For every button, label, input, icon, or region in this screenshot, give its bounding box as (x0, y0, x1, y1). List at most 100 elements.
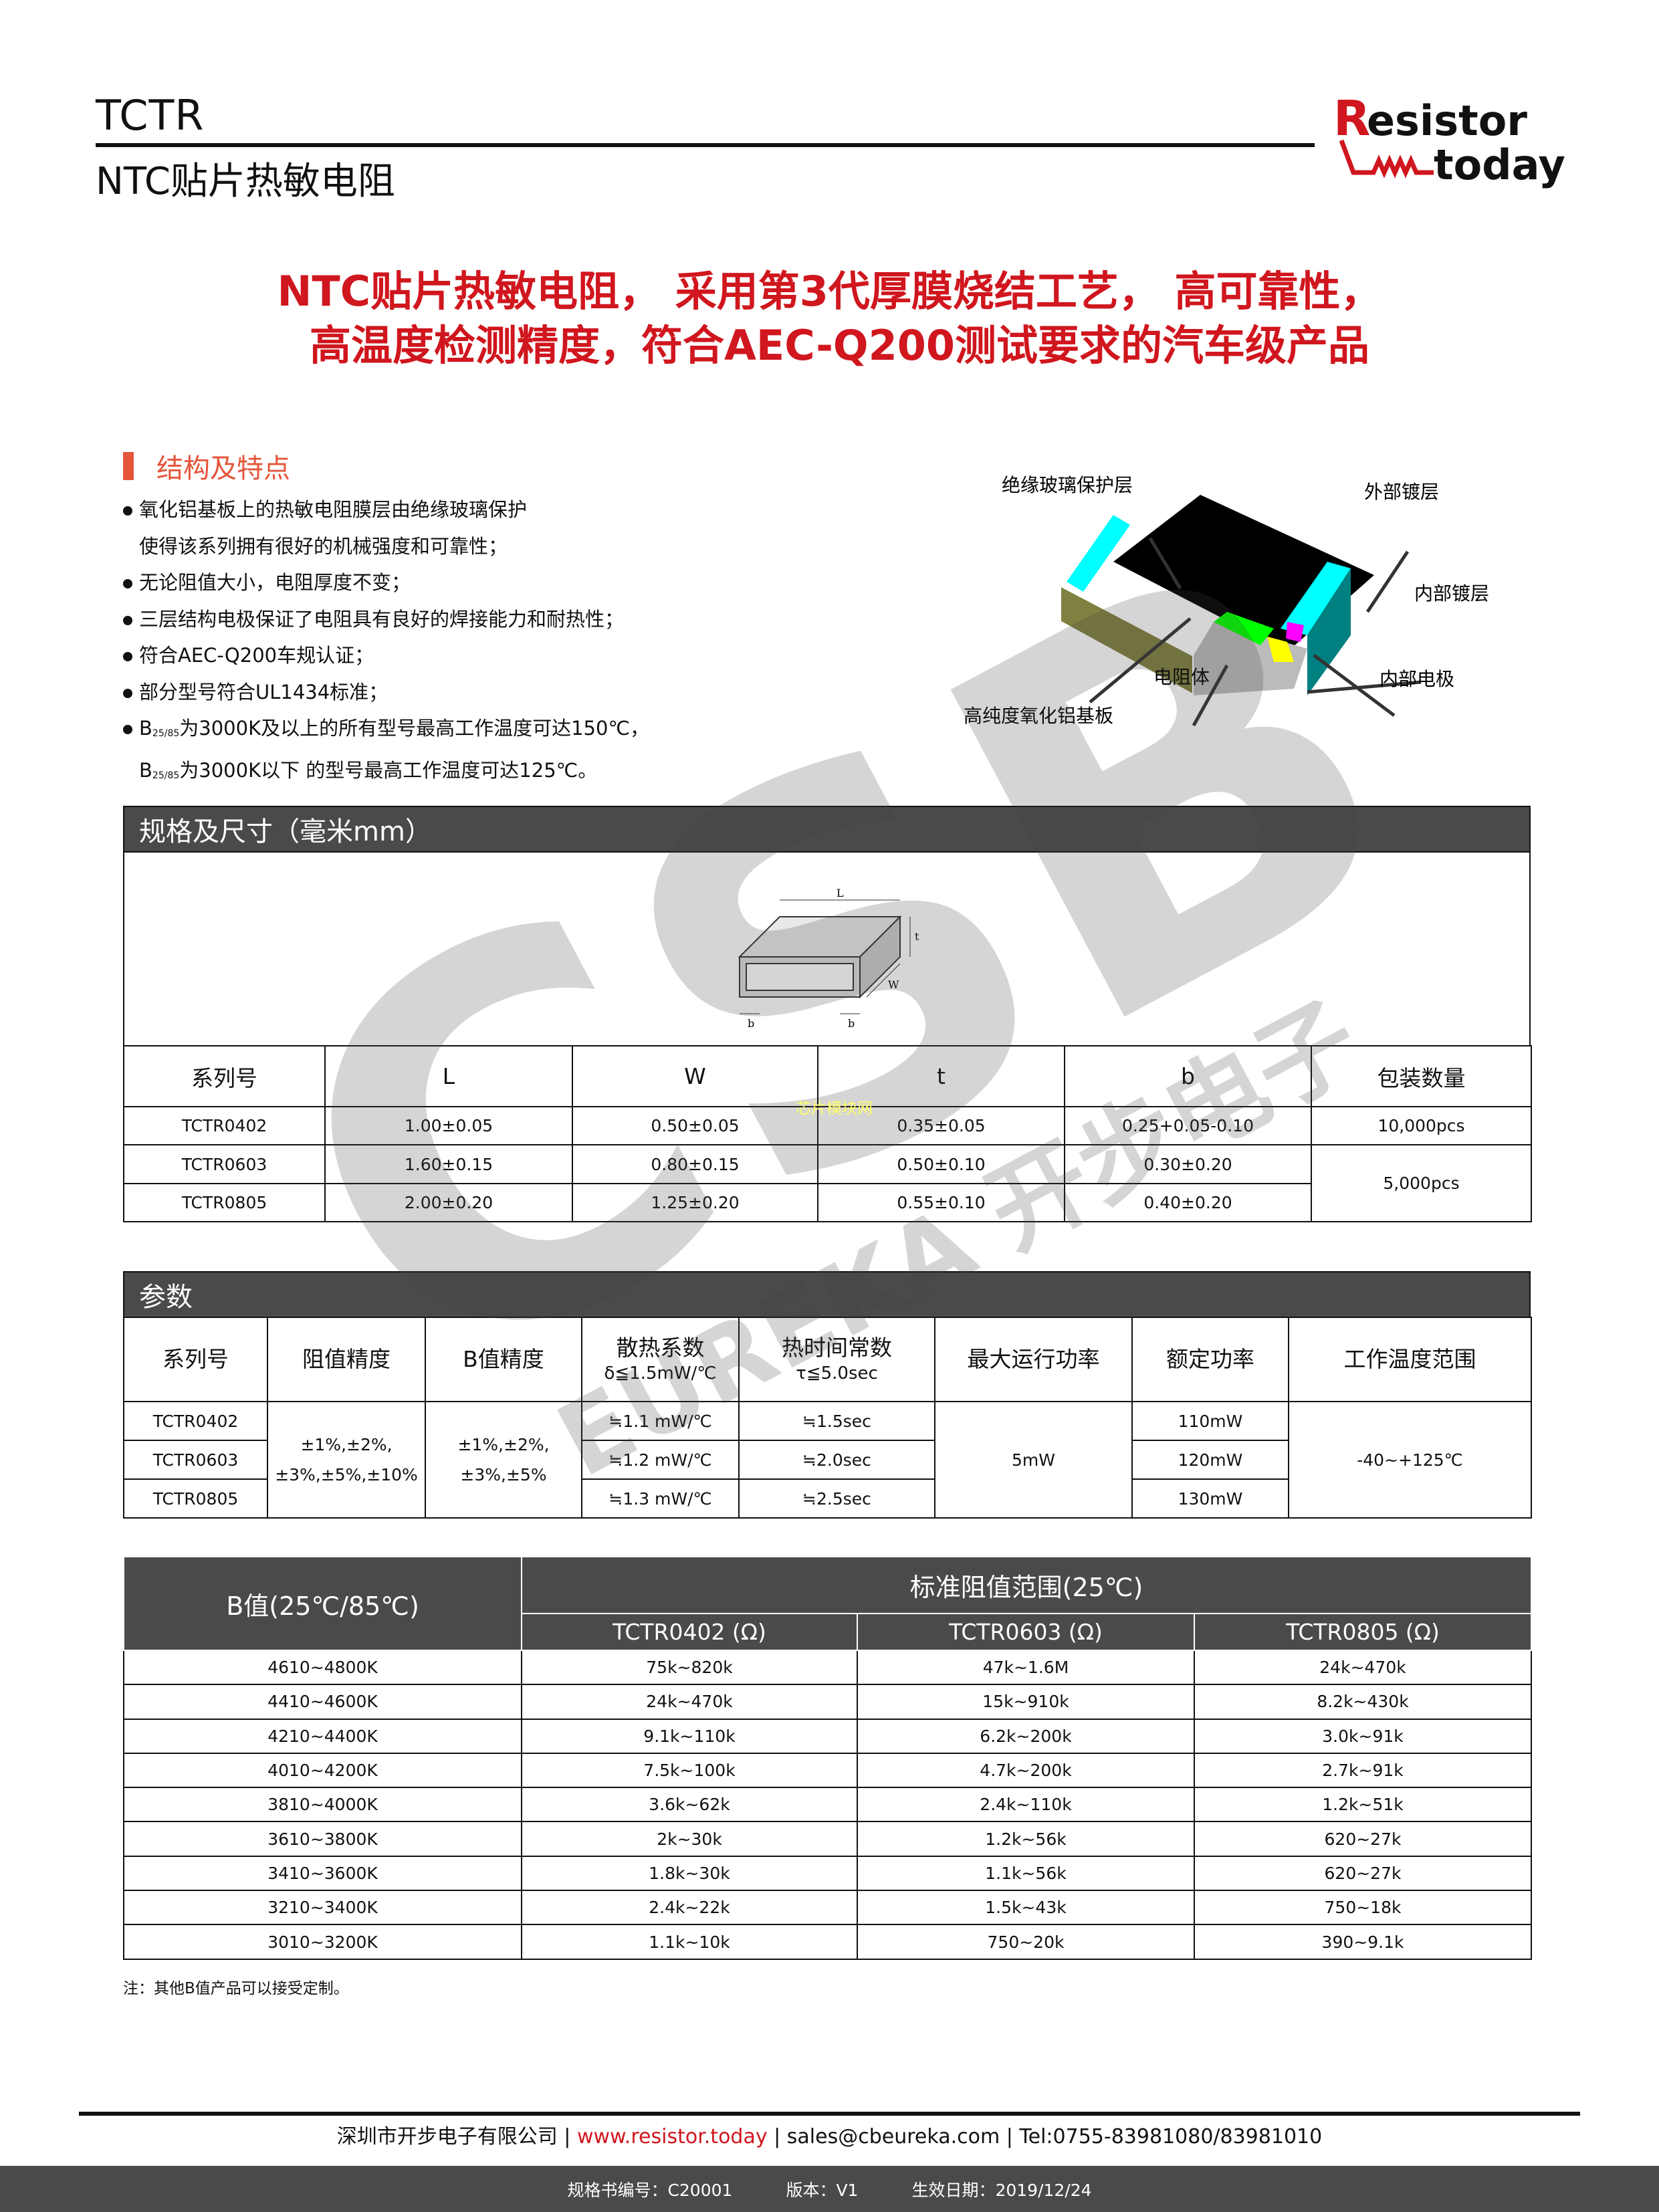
svg-text:R: R (1333, 94, 1370, 146)
table-cell: 4.7k~200k (857, 1752, 1195, 1789)
table-cell: 1.1k~10k (521, 1924, 858, 1960)
col-header: W (572, 1045, 818, 1107)
table-cell: 3610~3800K (123, 1821, 522, 1857)
table-cell: 750~20k (857, 1924, 1195, 1960)
table-cell: 1.60±0.15 (324, 1144, 573, 1184)
table-cell: 15k~910k (857, 1684, 1195, 1720)
table-cell: TCTR0805 (123, 1183, 326, 1222)
table-cell: 0.55±0.10 (817, 1183, 1065, 1222)
table-cell: ≒1.1 mW/℃ (581, 1401, 740, 1441)
table-cell: 1.00±0.05 (324, 1106, 573, 1145)
table-cell: B值精度 (425, 1317, 582, 1402)
table-cell: 3.0k~91k (1193, 1718, 1533, 1754)
footer-contact: 深圳市开步电子有限公司 | www.resistor.today | sales… (336, 2125, 1323, 2148)
params-header: 参数 (123, 1271, 1531, 1318)
table-row: TCTR0402 1.00±0.05 0.50±0.05 0.35±0.05 0.25+… (123, 1106, 1532, 1145)
table-cell: ±1%,±2%, ±3%,±5% (425, 1401, 582, 1519)
structure-diagram: 绝缘玻璃保护层 外部镀层 内部镀层 内部电极 电阻体 高纯度氧化铝基板 (964, 474, 1489, 727)
col-header: 系列号 (123, 1045, 326, 1107)
svg-text:L: L (837, 887, 844, 899)
table-cell: TCTR0603 (123, 1440, 268, 1480)
table-cell: ≒2.0sec (738, 1440, 935, 1480)
table-cell: 6.2k~200k (857, 1718, 1195, 1754)
feature-item: B25/85为3000K及以上的所有型号最高工作温度可达150℃， (123, 710, 649, 752)
table-cell: 1.2k~56k (857, 1821, 1195, 1857)
table-cell: 额定功率 (1131, 1317, 1289, 1402)
table-cell: 0.35±0.05 (817, 1106, 1065, 1145)
headline-line-1: NTC贴片热敏电阻， 采用第3代厚膜烧结工艺， 高可靠性， (277, 267, 1382, 316)
table-row: TCTR0805 2.00±0.20 1.25±0.20 0.55±0.10 0.40±… (123, 1183, 1531, 1222)
table-cell: 0.50±0.05 (572, 1106, 818, 1145)
table-cell: 工作温度范围 (1288, 1317, 1532, 1402)
table-cell: 散热系数 δ≦1.5mW/℃ (581, 1317, 740, 1402)
table-row: 4010~4200K 7.5k~100k 4.7k~200k 2.7k~91k (123, 1752, 1533, 1789)
table-cell: 75k~820k (521, 1649, 858, 1686)
table-cell: 4410~4600K (123, 1684, 522, 1720)
table-cell: TCTR0805 (Ω) (1193, 1613, 1533, 1651)
table-cell: 1.5k~43k (857, 1890, 1195, 1926)
table-header-row: B值(25℃/85℃) 标准阻值范围(25℃) (123, 1556, 1533, 1651)
table-cell: 3810~4000K (123, 1787, 522, 1823)
email-link[interactable]: sales@cbeureka.com (786, 2125, 1000, 2148)
table-cell: 1.25±0.20 (572, 1183, 818, 1222)
table-cell: 2k~30k (521, 1821, 858, 1857)
table-cell: 3.6k~62k (521, 1787, 858, 1823)
document-info-bar: 规格书编号：C20001 版本：V1 生效日期：2019/12/24 (0, 2166, 1659, 2212)
spec-number: 规格书编号：C20001 (567, 2180, 733, 2200)
table-cell: 热时间常数 τ≦5.0sec (738, 1317, 935, 1402)
table-row: 4210~4400K 9.1k~110k 6.2k~200k 3.0k~91k (123, 1718, 1533, 1754)
label-inner-plating: 内部镀层 (1414, 582, 1489, 604)
table-cell: 620~27k (1193, 1855, 1533, 1892)
feature-item: 氧化铝基板上的热敏电阻膜层由绝缘玻璃保护 (123, 491, 649, 528)
table-cell: 5mW (934, 1401, 1133, 1519)
b-value-table: B值(25℃/85℃) 标准阻值范围(25℃) TCTR0402 (Ω) TCTR0… (123, 1556, 1533, 1960)
table-row: TCTR0603 1.60±0.15 0.80±0.15 0.50±0.10 0.30±… (123, 1144, 1532, 1222)
table-cell: 0.25+0.05-0.10 (1064, 1106, 1312, 1145)
svg-text:b: b (748, 1017, 754, 1030)
feature-item-cont: B25/85为3000K以下 的型号最高工作温度可达125℃。 (139, 758, 598, 782)
feature-item-cont: 使得该系列拥有很好的机械强度和可靠性； (139, 534, 508, 558)
table-cell: 0.40±0.20 (1064, 1183, 1312, 1222)
table-cell: 4010~4200K (123, 1752, 522, 1789)
svg-text:W: W (888, 978, 899, 991)
table-cell: 2.7k~91k (1193, 1752, 1533, 1789)
svg-text:today: today (1434, 140, 1565, 189)
label-glass-layer: 绝缘玻璃保护层 (1002, 474, 1133, 496)
svg-text:b: b (848, 1017, 855, 1030)
table-cell: 标准阻值范围(25℃) (520, 1556, 1533, 1614)
table-cell: TCTR0603 (Ω) (857, 1613, 1195, 1651)
table-cell: TCTR0603 (123, 1144, 326, 1184)
table-row: 3410~3600K 1.8k~30k 1.1k~56k 620~27k (123, 1855, 1533, 1892)
website-link[interactable]: www.resistor.today (576, 2125, 768, 2148)
table-subheader-row: TCTR0402 (Ω) TCTR0603 (Ω) TCTR0805 (Ω) (124, 1613, 1533, 1651)
header-divider (96, 143, 1315, 147)
table-cell: 750~18k (1193, 1890, 1533, 1926)
feature-item: 符合AEC-Q200车规认证； (123, 637, 649, 674)
effective-date: 生效日期：2019/12/24 (911, 2180, 1092, 2200)
table-row: 3810~4000K 3.6k~62k 2.4k~110k 1.2k~51k (123, 1787, 1533, 1823)
table-cell: ≒1.3 mW/℃ (581, 1478, 740, 1519)
table-cell: 130mW (1131, 1478, 1289, 1519)
features-title-text: 结构及特点 (156, 453, 290, 484)
table-cell: ≒1.2 mW/℃ (581, 1440, 740, 1480)
table-cell: 4610~4800K (123, 1649, 522, 1686)
params-table: 系列号 阻值精度 B值精度 散热系数 δ≦1.5mW/℃ 热时间常数 τ≦5.0sec … (123, 1317, 1532, 1519)
table-cell: B值(25℃/85℃) (123, 1556, 522, 1651)
table-cell: 8.2k~430k (1193, 1684, 1533, 1720)
table-row: TCTR0805 ≒1.3 mW/℃ ≒2.5sec 130mW (123, 1478, 1531, 1519)
table-cell: TCTR0402 (123, 1401, 268, 1441)
table-cell: 3210~3400K (123, 1890, 522, 1926)
version: 版本：V1 (786, 2180, 859, 2200)
dimensions-header: 规格及尺寸（毫米mm） (123, 806, 1531, 853)
col-header: b (1064, 1045, 1312, 1107)
table-cell: 47k~1.6M (857, 1649, 1195, 1686)
svg-text:esistor: esistor (1367, 96, 1527, 145)
table-cell: 24k~470k (1193, 1649, 1533, 1686)
table-row: 4610~4800K 75k~820k 47k~1.6M 24k~470k (123, 1649, 1533, 1686)
table-cell: 最大运行功率 (934, 1317, 1133, 1402)
label-inner-electrode: 内部电极 (1379, 668, 1454, 690)
table-cell: 1.2k~51k (1193, 1787, 1533, 1823)
table-cell: 2.4k~22k (521, 1890, 858, 1926)
table-cell: TCTR0805 (123, 1478, 268, 1519)
